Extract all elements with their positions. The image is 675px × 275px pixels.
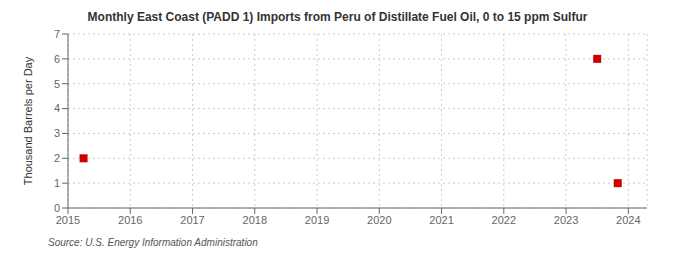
svg-text:2019: 2019	[305, 214, 329, 226]
svg-text:5: 5	[54, 78, 60, 90]
svg-text:2018: 2018	[243, 214, 267, 226]
svg-text:2023: 2023	[554, 214, 578, 226]
svg-text:2: 2	[54, 152, 60, 164]
svg-text:3: 3	[54, 127, 60, 139]
svg-text:2021: 2021	[429, 214, 453, 226]
svg-text:7: 7	[54, 28, 60, 40]
html-text:Source: U.S. Energy Informatio: Source: U.S. Energy Information Administ…	[48, 237, 258, 248]
svg-text:2017: 2017	[180, 214, 204, 226]
svg-text:2024: 2024	[616, 214, 640, 226]
svg-text:0: 0	[54, 202, 60, 214]
svg-text:1: 1	[54, 177, 60, 189]
svg-text:2020: 2020	[367, 214, 391, 226]
html-text:Monthly East Coast (PADD 1) Im: Monthly East Coast (PADD 1) Imports from…	[87, 10, 588, 24]
svg-text:Thousand Barrels per Day: Thousand Barrels per Day	[22, 56, 34, 185]
svg-text:6: 6	[54, 53, 60, 65]
svg-text:2015: 2015	[56, 214, 80, 226]
svg-text:4: 4	[54, 102, 60, 114]
svg-text:2022: 2022	[492, 214, 516, 226]
svg-text:2016: 2016	[118, 214, 142, 226]
